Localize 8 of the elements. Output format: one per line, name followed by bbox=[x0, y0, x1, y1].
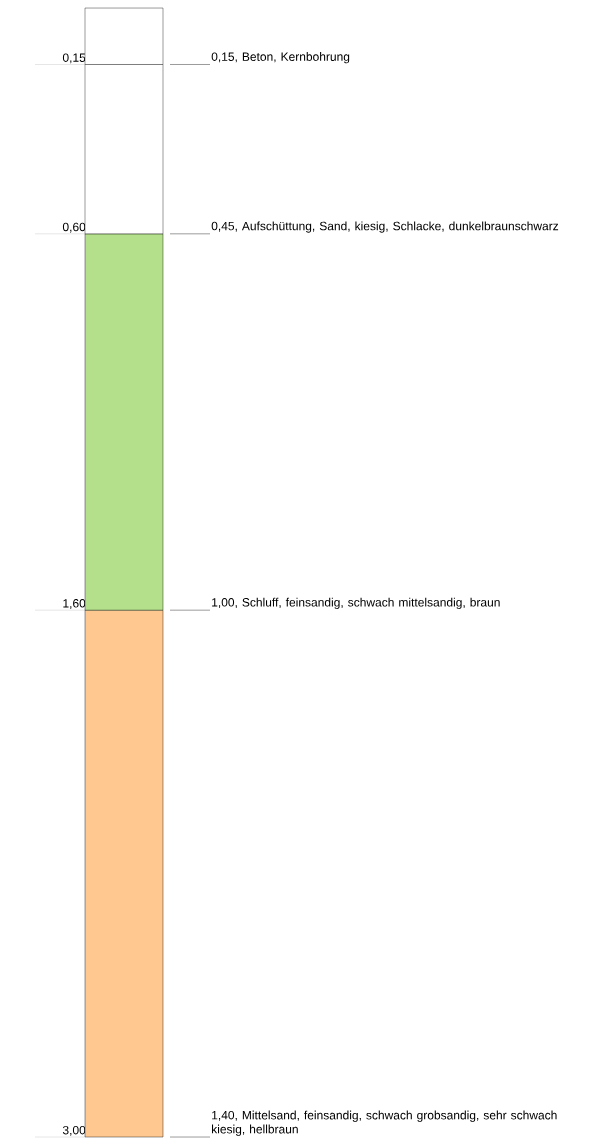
legend-label: 0,15, Beton, Kernbohrung bbox=[211, 52, 350, 64]
y-tick-label: 0,15 bbox=[62, 53, 86, 64]
y-tick-label: 3,00 bbox=[62, 1125, 86, 1136]
legend-label: 1,00, Schluff, feinsandig, schwach mittelsandig, braun bbox=[212, 597, 500, 609]
y-tick-label: 1,60 bbox=[63, 599, 86, 609]
y-tick-label: 0,60 bbox=[62, 222, 86, 233]
text: 1,40, Mittelsand, feinsandig, schwach grobsandig, sehr schwach kiesig, hellbraun bbox=[212, 1110, 557, 1136]
legend-label: 0,45, Aufschüttung, Sand, kiesig, Schlacke, dunkelbraunschwarz bbox=[211, 221, 559, 233]
